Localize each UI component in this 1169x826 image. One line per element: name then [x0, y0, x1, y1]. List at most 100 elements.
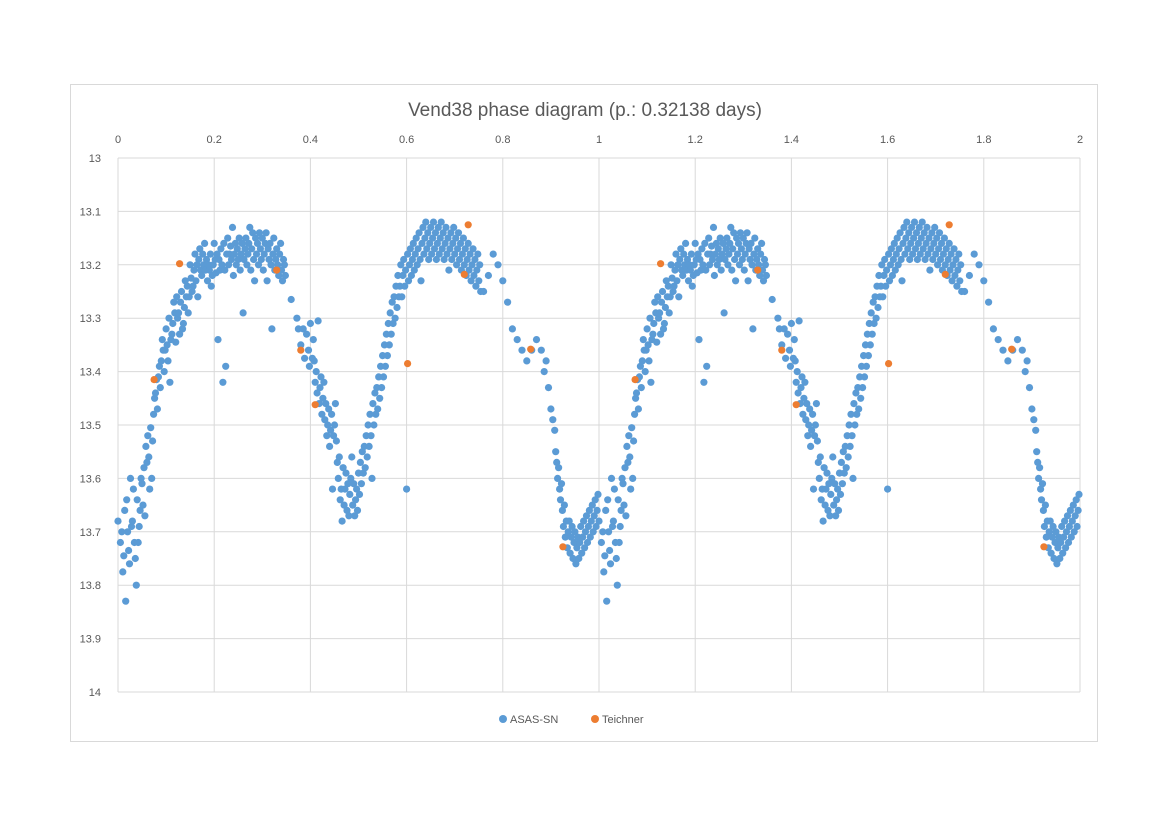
chart-title: Vend38 phase diagram (p.: 0.32138 days)	[408, 100, 762, 121]
data-point	[730, 229, 738, 237]
data-point	[687, 250, 696, 258]
data-point	[613, 581, 621, 589]
data-point	[438, 245, 446, 253]
data-point	[134, 538, 142, 547]
data-point	[1035, 474, 1043, 482]
data-point	[1056, 554, 1064, 563]
data-point	[933, 234, 941, 242]
data-point	[352, 496, 360, 504]
data-point	[657, 260, 665, 268]
y-tick-label: 13.8	[80, 580, 101, 592]
data-point	[656, 309, 664, 317]
data-point	[834, 506, 843, 514]
data-point	[830, 501, 838, 509]
data-point	[547, 405, 555, 413]
data-point	[699, 261, 707, 269]
data-point	[418, 239, 426, 247]
data-point	[701, 239, 709, 247]
data-point	[463, 255, 471, 264]
data-point	[940, 234, 949, 242]
data-point	[537, 346, 545, 354]
data-point	[1062, 544, 1070, 552]
data-point	[469, 245, 477, 253]
data-point	[561, 533, 569, 541]
data-point	[1067, 533, 1075, 541]
data-point	[953, 282, 961, 290]
data-point	[903, 218, 911, 226]
data-point	[205, 266, 213, 274]
data-point	[346, 490, 354, 498]
data-point	[682, 239, 690, 247]
data-point	[822, 485, 830, 493]
legend-label: ASAS-SN	[510, 714, 558, 726]
data-point	[661, 303, 670, 312]
data-point	[891, 266, 899, 274]
data-point	[1059, 549, 1067, 557]
data-point	[455, 255, 464, 264]
data-point	[700, 378, 708, 386]
data-point	[735, 261, 744, 269]
data-point	[344, 480, 352, 488]
data-point	[706, 261, 714, 269]
data-point	[750, 250, 758, 258]
data-point	[844, 453, 852, 461]
data-point	[366, 410, 374, 418]
data-point	[412, 234, 420, 242]
data-point	[921, 255, 929, 264]
data-point	[247, 266, 255, 274]
data-point	[946, 266, 954, 274]
data-point	[916, 250, 924, 258]
data-point	[718, 250, 726, 258]
data-point	[1064, 538, 1073, 547]
data-point	[430, 245, 439, 253]
data-point	[454, 229, 463, 237]
data-point	[559, 543, 567, 551]
data-point	[886, 261, 895, 269]
data-point	[811, 421, 820, 429]
data-point	[287, 295, 295, 304]
data-point	[913, 255, 922, 264]
data-point	[1063, 512, 1072, 520]
data-point	[235, 234, 243, 242]
x-tick-label: 0.6	[399, 134, 414, 146]
data-point	[365, 442, 373, 450]
data-point	[270, 234, 278, 242]
data-point	[442, 223, 450, 231]
data-point	[768, 295, 776, 304]
data-point	[454, 245, 462, 253]
data-point	[183, 282, 191, 290]
data-point	[185, 293, 193, 301]
data-point	[739, 234, 747, 242]
legend-marker	[499, 715, 507, 723]
data-point	[759, 277, 768, 285]
data-point	[1072, 496, 1080, 504]
data-point	[339, 464, 347, 472]
data-point	[975, 261, 983, 269]
data-point	[575, 554, 583, 563]
data-point	[1049, 522, 1057, 531]
data-point	[559, 522, 567, 531]
data-point	[823, 469, 831, 477]
data-point	[643, 325, 651, 333]
y-tick-label: 13.4	[80, 367, 101, 379]
data-point	[927, 245, 935, 253]
data-point	[878, 261, 886, 269]
data-point	[122, 597, 130, 605]
data-point	[425, 255, 433, 264]
data-point	[895, 245, 903, 253]
data-point	[778, 341, 786, 349]
data-point	[439, 229, 447, 237]
data-point	[715, 255, 723, 264]
data-point	[802, 416, 810, 424]
data-point	[549, 416, 557, 424]
data-point	[484, 271, 492, 280]
data-point	[734, 239, 743, 247]
data-point	[845, 421, 853, 429]
data-point	[217, 245, 225, 253]
legend: ASAS-SN Teichner	[499, 714, 644, 726]
data-point	[842, 464, 850, 472]
data-point	[196, 245, 204, 253]
data-point	[472, 282, 480, 290]
data-point	[1036, 464, 1044, 472]
data-point	[275, 271, 283, 280]
